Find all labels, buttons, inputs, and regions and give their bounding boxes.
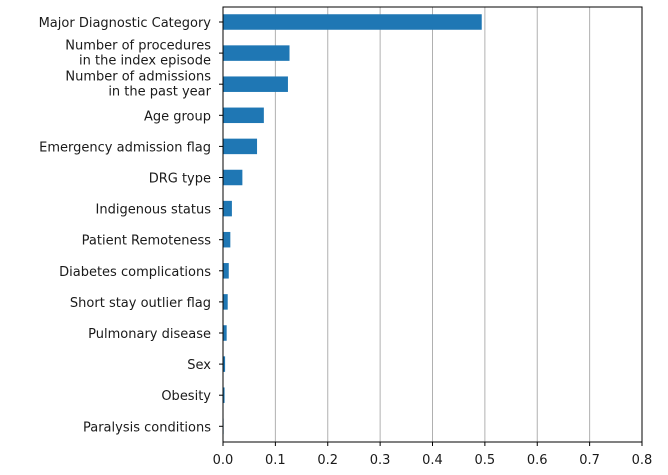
y-tick-label: Short stay outlier flag [70,296,211,311]
bar [223,138,258,155]
bar [223,325,227,341]
x-tick-label: 0.7 [579,453,600,468]
y-tick-label: DRG type [149,172,211,187]
y-tick-label: Sex [187,358,211,373]
y-tick-label: Paralysis conditions [83,420,211,435]
x-tick-label: 0.3 [370,453,391,468]
bar [223,294,228,310]
y-tick-label: Diabetes complications [59,265,211,280]
bar [223,200,232,217]
bar [223,14,482,30]
y-tick-label: Obesity [161,389,211,404]
bar [223,45,290,61]
x-tick-label: 0.8 [632,453,653,468]
x-tick-label: 0.0 [213,453,234,468]
y-tick-label-line: Number of admissions [65,70,211,85]
x-tick-label: 0.5 [475,453,496,468]
y-tick-label: Age group [144,109,211,124]
y-tick-label: Pulmonary disease [88,327,211,342]
y-tick-label: Number of procedures in the index episode [65,39,211,69]
y-tick-label: Emergency admission flag [39,140,211,155]
bar [223,107,264,124]
y-tick-label: Indigenous status [96,203,212,218]
y-tick-label-line: in the past year [108,85,211,100]
x-tick-label: 0.2 [317,453,338,468]
x-tick-label: 0.4 [422,453,443,468]
x-tick-label: 0.1 [265,453,286,468]
y-tick-label: Major Diagnostic Category [39,16,212,31]
y-tick-label: Number of admissions in the past year [65,70,211,100]
bar [223,169,243,186]
bar [223,231,231,248]
y-tick-label: Patient Remoteness [82,234,212,249]
y-tick-label-line: in the index episode [79,54,211,69]
bar [223,387,225,403]
y-tick-label-line: Number of procedures [65,39,211,54]
bar [223,263,229,279]
x-tick-label: 0.6 [527,453,548,468]
bar [223,356,226,372]
bar [223,76,288,92]
